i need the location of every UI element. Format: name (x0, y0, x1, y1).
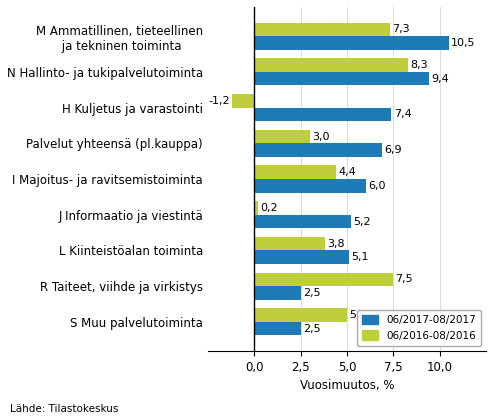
Bar (254, 322, 301, 335)
Text: 3,8: 3,8 (327, 239, 345, 249)
Text: 6,9: 6,9 (385, 145, 402, 155)
Text: 7,3: 7,3 (392, 25, 410, 35)
Text: 8,3: 8,3 (410, 60, 428, 70)
Bar (254, 72, 428, 85)
Text: 7,5: 7,5 (395, 275, 413, 285)
Text: 5,1: 5,1 (351, 252, 369, 262)
Bar (254, 201, 258, 215)
Bar (254, 166, 336, 179)
Bar (254, 272, 393, 286)
Text: 9,4: 9,4 (431, 74, 449, 84)
Text: 5,0: 5,0 (349, 310, 367, 320)
Bar (232, 94, 254, 108)
Bar (254, 250, 349, 264)
Bar (254, 308, 347, 322)
Bar (254, 286, 301, 300)
Bar (254, 215, 351, 228)
Bar (254, 58, 408, 72)
Bar (254, 179, 365, 193)
Text: 5,2: 5,2 (353, 217, 371, 227)
Text: 6,0: 6,0 (368, 181, 385, 191)
Text: Lähde: Tilastokeskus: Lähde: Tilastokeskus (10, 404, 118, 414)
Text: 10,5: 10,5 (451, 38, 476, 48)
Text: 3,0: 3,0 (312, 131, 330, 141)
X-axis label: Vuosimuutos, %: Vuosimuutos, % (300, 379, 394, 392)
Text: 4,4: 4,4 (338, 167, 356, 177)
Bar (254, 130, 310, 144)
Text: -1,2: -1,2 (208, 96, 230, 106)
Text: 2,5: 2,5 (303, 288, 320, 298)
Bar (254, 36, 449, 50)
Legend: 06/2017-08/2017, 06/2016-08/2016: 06/2017-08/2017, 06/2016-08/2016 (357, 310, 481, 346)
Bar (254, 144, 382, 157)
Bar (254, 22, 389, 36)
Text: 2,5: 2,5 (303, 324, 320, 334)
Text: 0,2: 0,2 (260, 203, 278, 213)
Bar (254, 237, 325, 250)
Text: 7,4: 7,4 (394, 109, 412, 119)
Bar (254, 108, 391, 121)
